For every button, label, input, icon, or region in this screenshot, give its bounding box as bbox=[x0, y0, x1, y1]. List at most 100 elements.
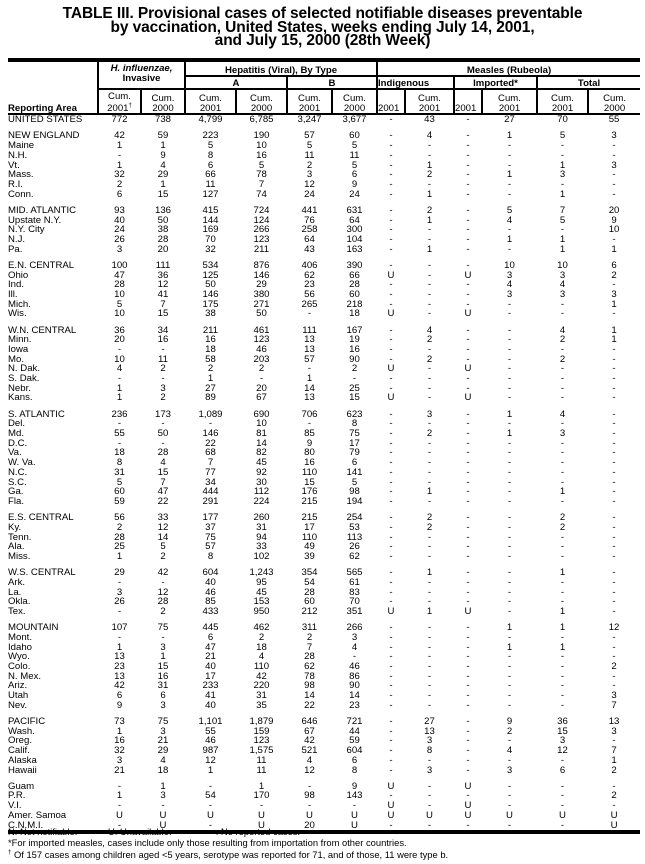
cum-label: Cum. bbox=[498, 93, 521, 105]
value-cell: - bbox=[612, 353, 616, 365]
reporting-area-cell: Alaska bbox=[8, 754, 37, 766]
value-cell: - bbox=[389, 512, 393, 524]
value-cell: 3 bbox=[611, 130, 617, 142]
reporting-area-cell: Tenn. bbox=[8, 531, 32, 543]
reporting-area-cell: Miss. bbox=[8, 551, 31, 563]
value-cell: - bbox=[560, 800, 565, 812]
value-cell: 3 bbox=[160, 382, 166, 394]
value-cell: - bbox=[389, 661, 393, 673]
value-cell: 15 bbox=[304, 476, 315, 488]
value-cell: 42 bbox=[256, 670, 267, 682]
value-cell: - bbox=[185, 820, 236, 835]
value-cell: 56 bbox=[114, 512, 125, 524]
value-cell: - bbox=[466, 596, 470, 608]
value-cell: 98 bbox=[304, 680, 315, 692]
value-cell: 1 bbox=[559, 159, 566, 171]
value-cell: - bbox=[612, 279, 616, 291]
value-cell: - bbox=[560, 298, 565, 310]
table-row-region: E.S. CENTRAL 56 33 177 260 215 254 - 2 - - 2 - bbox=[8, 513, 640, 523]
value-cell: 10 bbox=[256, 418, 267, 430]
value-cell: 123 bbox=[253, 334, 270, 346]
table-row: D.C. - - 22 14 9 17 - - - - - - bbox=[8, 439, 640, 449]
value-cell: - bbox=[466, 551, 470, 563]
reporting-area-cell: Upstate N.Y. bbox=[8, 214, 62, 226]
value-cell: 215 bbox=[301, 496, 318, 507]
value-cell: - bbox=[117, 576, 122, 588]
reporting-area-cell: Ky. bbox=[8, 521, 22, 533]
value-cell: 42 bbox=[114, 680, 125, 692]
value-cell: U bbox=[464, 606, 472, 618]
col-header-hflu: H. influenzae, Invasive bbox=[97, 58, 185, 89]
value-cell: - bbox=[389, 541, 393, 553]
value-cell: - bbox=[389, 764, 393, 776]
value-cell: 6 bbox=[611, 259, 617, 271]
value-cell: 100 bbox=[111, 259, 128, 271]
table-row: Mo. 10 11 58 203 57 90 - 2 - - 2 - bbox=[8, 353, 640, 365]
value-cell: 15 bbox=[157, 466, 169, 478]
value-cell: - bbox=[389, 521, 393, 533]
value-cell: - bbox=[507, 353, 512, 365]
value-cell: - bbox=[427, 531, 432, 543]
value-cell: - bbox=[389, 754, 393, 766]
value-cell: - bbox=[427, 308, 432, 320]
value-cell: U bbox=[464, 363, 472, 375]
value-cell: 1 bbox=[506, 641, 513, 653]
value-cell: 16 bbox=[114, 735, 125, 747]
value-cell: 15 bbox=[157, 188, 169, 200]
value-cell: 203 bbox=[253, 353, 270, 365]
value-cell: 16 bbox=[157, 334, 169, 346]
value-cell: U bbox=[588, 820, 641, 835]
value-cell: - bbox=[454, 820, 483, 835]
value-cell: - bbox=[466, 576, 470, 588]
value-cell: - bbox=[389, 622, 393, 634]
table-row: Oreg. 16 21 46 123 42 59 - 3 - - 3 - bbox=[8, 736, 640, 746]
value-cell: 11 bbox=[349, 149, 360, 161]
value-cell: - bbox=[427, 690, 432, 702]
value-cell: U bbox=[426, 809, 433, 821]
value-cell: - bbox=[389, 259, 393, 271]
reporting-area-cell: W.S. CENTRAL bbox=[8, 567, 76, 579]
value-cell: - bbox=[389, 334, 393, 346]
value-cell: - bbox=[389, 670, 393, 682]
footnote-hflu: † Of 157 cases among children aged <5 ye… bbox=[8, 848, 448, 861]
value-cell: 224 bbox=[253, 496, 270, 507]
value-cell: 31 bbox=[256, 690, 267, 702]
value-cell: 1,089 bbox=[198, 408, 223, 420]
value-cell: 53 bbox=[349, 521, 360, 533]
value-cell: - bbox=[612, 576, 616, 588]
title-line: and July 15, 2000 (28th Week) bbox=[214, 32, 431, 49]
value-cell: 127 bbox=[202, 188, 219, 200]
value-cell: - bbox=[466, 641, 470, 653]
value-cell: 14 bbox=[304, 382, 315, 394]
value-cell: 23 bbox=[114, 661, 125, 673]
value-cell: - bbox=[389, 699, 393, 711]
value-cell: 66 bbox=[205, 169, 216, 181]
value-cell: U bbox=[559, 809, 566, 821]
value-cell: - bbox=[560, 496, 565, 507]
table-row: N.Y. City 24 38 169 266 258 300 - - - - - 10 bbox=[8, 225, 640, 235]
value-cell: - bbox=[466, 631, 470, 643]
value-cell: - bbox=[560, 596, 565, 608]
value-cell: - bbox=[507, 476, 512, 488]
value-cell: 12 bbox=[608, 622, 620, 634]
value-cell: 57 bbox=[205, 541, 216, 553]
value-cell: 22 bbox=[157, 496, 169, 507]
value-cell: 57 bbox=[304, 353, 315, 365]
value-cell: 266 bbox=[346, 622, 363, 634]
value-cell: - bbox=[612, 496, 616, 507]
value-cell: 32 bbox=[205, 243, 216, 255]
value-cell: 646 bbox=[301, 716, 318, 728]
value-cell: - bbox=[259, 373, 264, 385]
value-cell: - bbox=[560, 541, 565, 553]
value-cell: 462 bbox=[253, 622, 270, 634]
value-cell: 40 bbox=[114, 214, 125, 226]
value-cell: 26 bbox=[114, 233, 125, 245]
value-cell: - bbox=[466, 754, 470, 766]
value-cell: - bbox=[507, 373, 512, 385]
value-cell: 1,879 bbox=[249, 716, 274, 728]
value-cell: 22 bbox=[304, 699, 315, 711]
value-cell: 57 bbox=[304, 130, 315, 142]
reporting-area-cell: Colo. bbox=[8, 661, 31, 673]
value-cell: 8 bbox=[207, 149, 214, 161]
value-cell: 146 bbox=[202, 428, 219, 440]
